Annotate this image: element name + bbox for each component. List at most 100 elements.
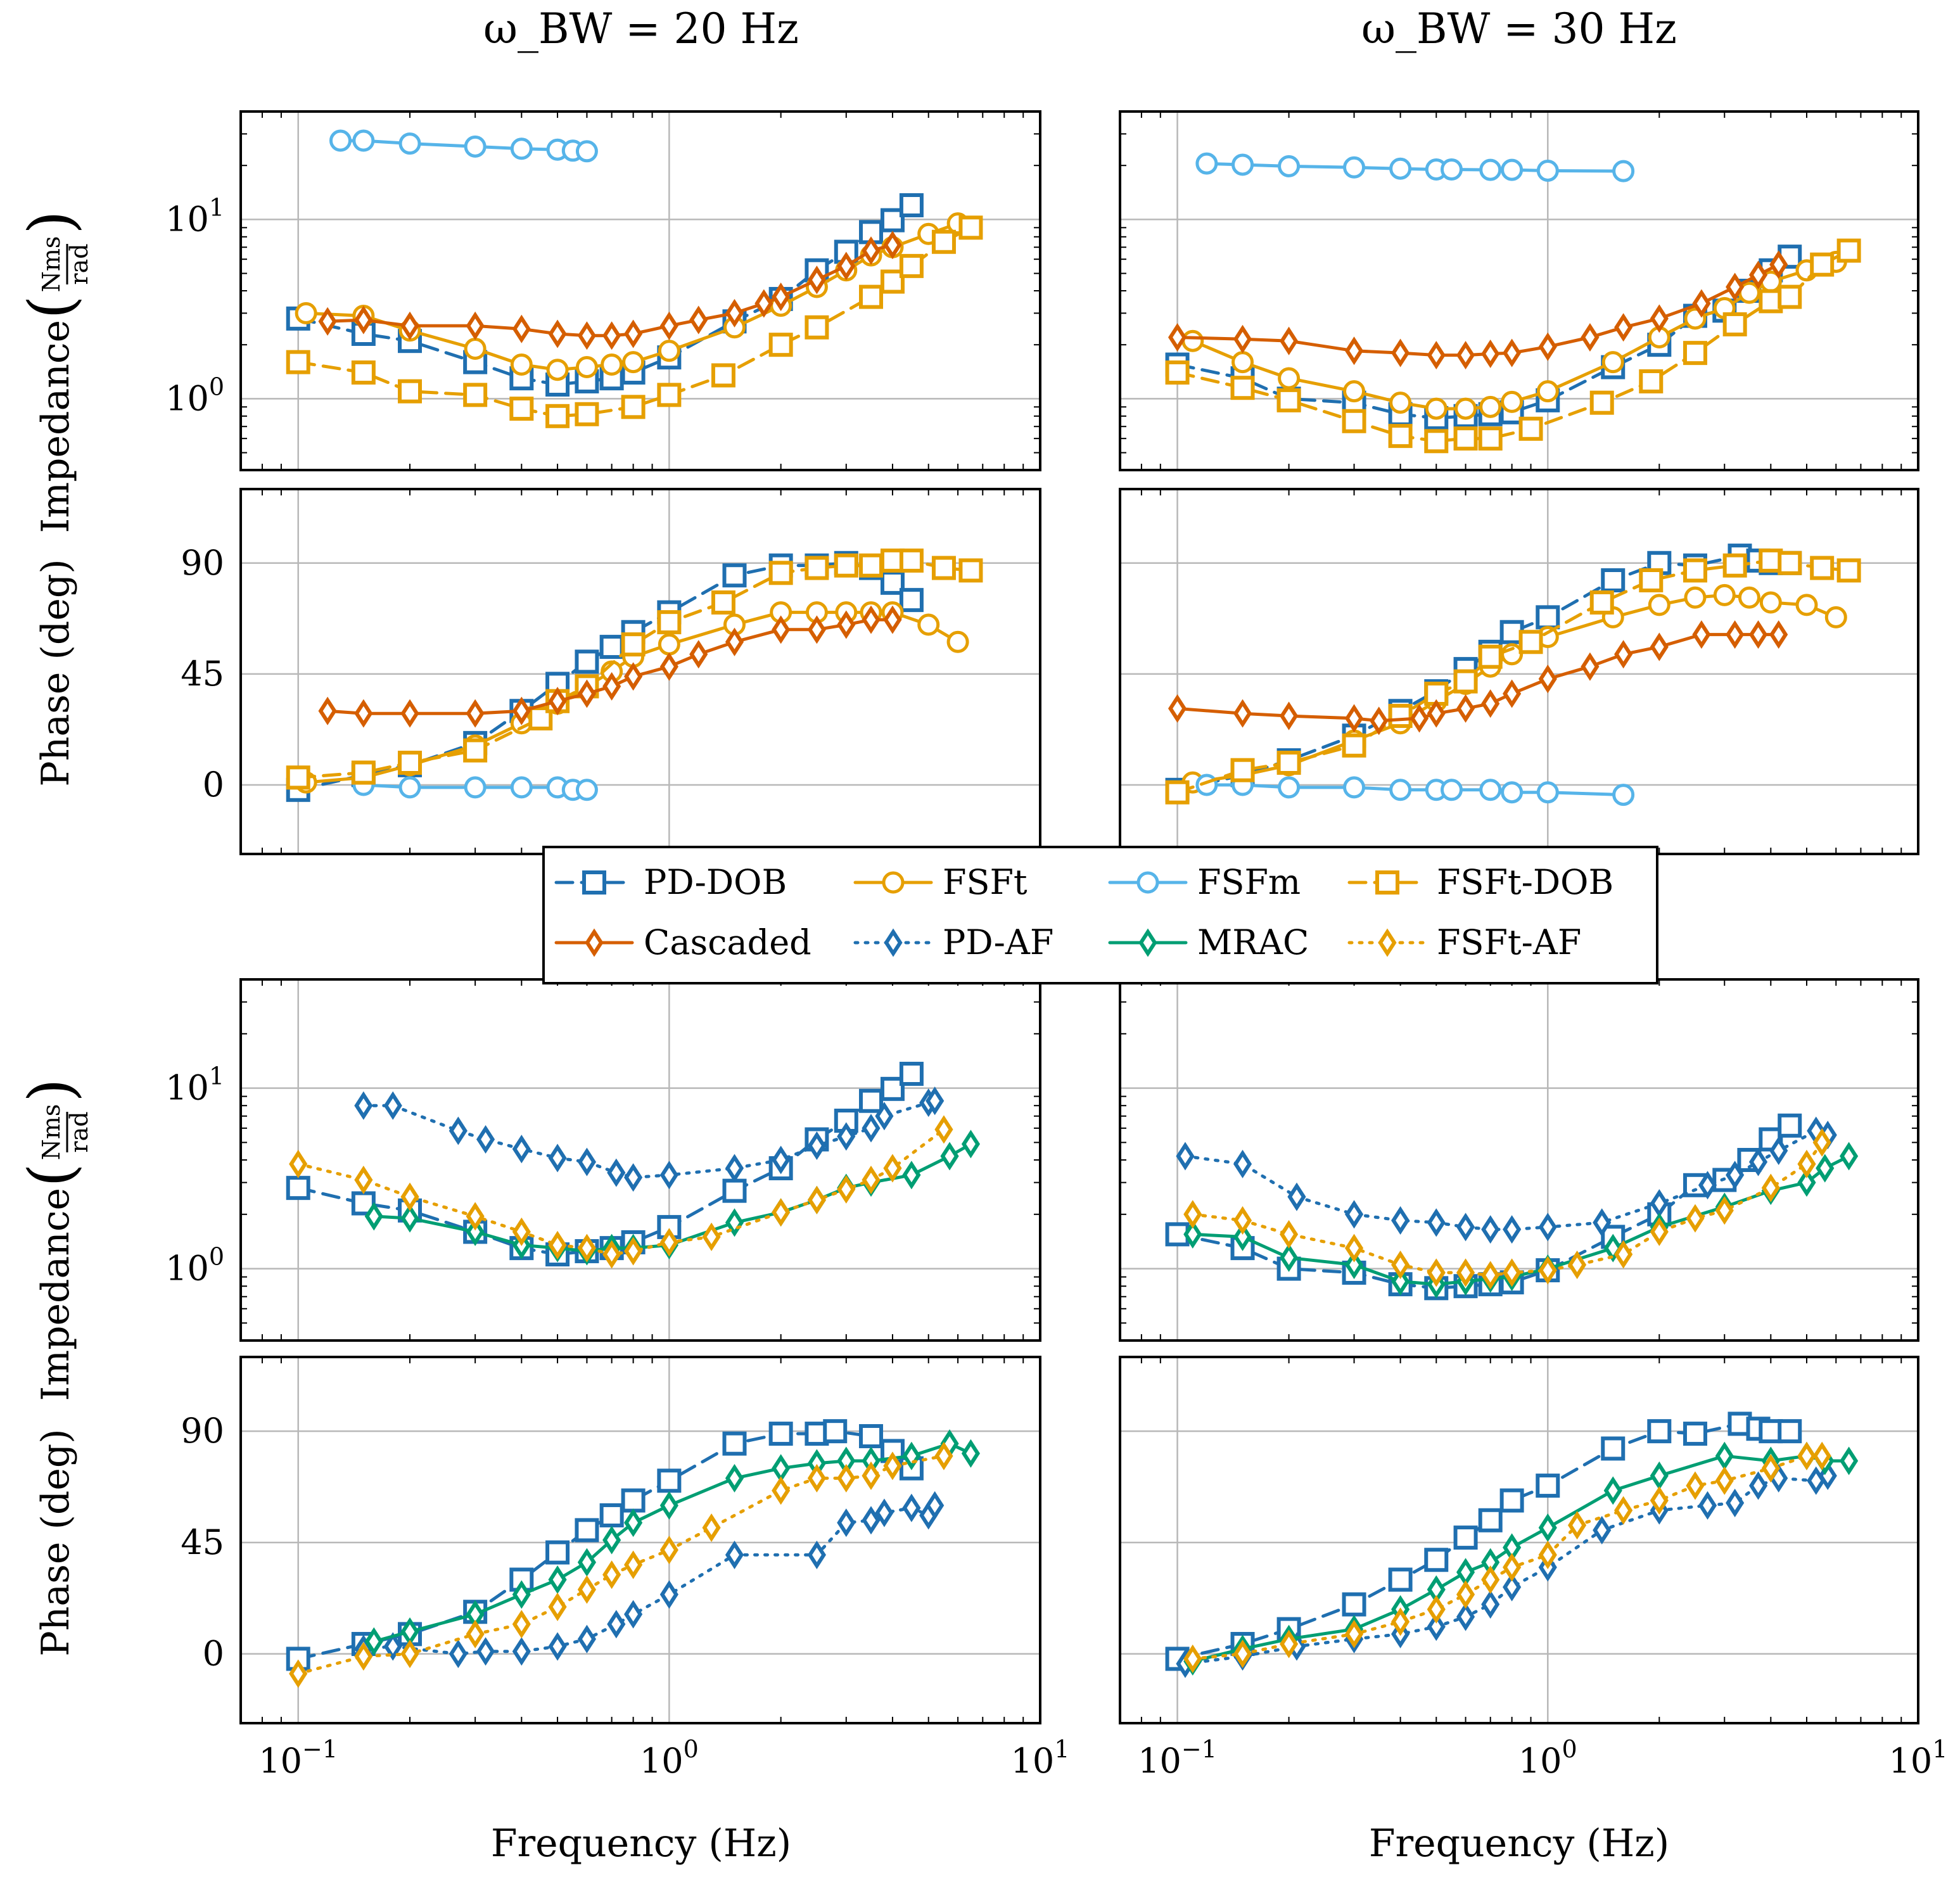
data-point-pd-af <box>807 1540 826 1569</box>
data-point-fsft-dob <box>463 383 488 407</box>
data-point-fsft <box>917 613 940 636</box>
data-point-cascaded <box>659 652 678 681</box>
svg-text:Nms: Nms <box>37 236 65 293</box>
data-point-pd-af <box>1769 1136 1788 1165</box>
y-tick-label: 45 <box>181 1522 224 1562</box>
data-point-fsft-dob <box>1478 644 1503 669</box>
data-point-cascaded <box>1614 640 1633 669</box>
data-point-fsft-dob <box>575 402 599 426</box>
data-point-cascaded <box>862 605 881 634</box>
data-point-fsft-dob <box>1478 426 1503 451</box>
data-point-fsft-af <box>289 1659 308 1688</box>
data-point-fsft-dob <box>621 632 646 657</box>
data-point-fsfm <box>1536 159 1559 182</box>
data-point-fsft-af <box>837 1175 856 1204</box>
y-tick-label: 90 <box>181 543 224 583</box>
data-point-pd-af <box>1287 1182 1306 1211</box>
data-point-pd-af <box>1481 1215 1500 1244</box>
data-point-fsft-af <box>807 1463 826 1493</box>
data-point-mrac <box>961 1439 981 1468</box>
data-point-fsft-dob <box>1778 284 1802 309</box>
data-point-pd-af <box>476 1637 495 1666</box>
x-tick-label: 10−1 <box>258 1735 338 1781</box>
data-point-cascaded <box>1168 322 1187 352</box>
axes-frame <box>1119 110 1919 471</box>
data-point-mrac <box>1715 1441 1734 1470</box>
data-point-fsft-af <box>837 1463 856 1493</box>
series-line-pd-af <box>1183 1474 1830 1666</box>
data-point-fsfm <box>510 137 533 160</box>
data-point-fsft <box>1759 591 1782 614</box>
data-point-pd-af <box>862 1506 881 1535</box>
data-point-cascaded <box>725 298 744 328</box>
xlabel-left: Frequency (Hz) <box>491 1821 791 1866</box>
data-point-fsft-dob <box>1342 409 1366 433</box>
data-point-fsft-af <box>466 1619 485 1648</box>
data-point-pd-af <box>837 1508 856 1538</box>
y-tick-label: 45 <box>181 654 224 694</box>
panel-phase-30hz-top <box>1119 488 1919 855</box>
data-point-fsft-af <box>1481 1261 1500 1290</box>
series-cascaded <box>318 605 902 728</box>
data-point-fsft-dob <box>899 548 924 573</box>
data-point-pd-af <box>476 1125 495 1154</box>
series-line-pd-dob <box>1176 1124 1791 1290</box>
data-point-fsft-dob <box>1836 558 1861 583</box>
data-point-pd-dob <box>722 563 747 588</box>
data-point-pd-dob <box>858 1424 883 1448</box>
data-point-mrac <box>548 1565 567 1595</box>
y-tick-label: 100 <box>165 373 224 418</box>
data-point-fsft-af <box>1797 1149 1816 1178</box>
data-point-fsft-dob <box>711 590 735 615</box>
data-point-pd-af <box>659 1580 678 1609</box>
data-point-fsfm <box>1231 153 1254 176</box>
data-point-fsft-af <box>1280 1220 1299 1249</box>
data-point-cascaded <box>1692 289 1711 318</box>
data-point-cascaded <box>466 699 485 728</box>
data-point-cascaded <box>1280 701 1299 730</box>
data-point-fsft-af <box>1344 1619 1364 1648</box>
data-point-fsfm <box>1479 779 1502 801</box>
data-point-cascaded <box>883 605 902 634</box>
data-point-pd-af <box>577 1624 597 1653</box>
legend-swatch-marker <box>582 870 606 895</box>
data-point-fsft-dob <box>1722 312 1747 336</box>
data-point-fsft-dob <box>351 360 376 385</box>
data-point-cascaded <box>1370 706 1389 736</box>
data-point-cascaded <box>548 687 567 716</box>
y-tick-label: 101 <box>165 1062 224 1108</box>
data-point-fsft-dob <box>1778 551 1802 575</box>
data-point-cascaded <box>862 236 881 265</box>
svg-text:): ) <box>16 1078 87 1102</box>
data-point-fsft-dob <box>398 379 423 404</box>
data-point-cascaded <box>807 265 826 295</box>
data-point-fsft-af <box>1280 1629 1299 1659</box>
data-point-cascaded <box>883 231 902 260</box>
data-point-pd-dob <box>722 1178 747 1203</box>
data-point-fsft-af <box>862 1166 881 1195</box>
legend-label: PD-DOB <box>644 862 787 902</box>
y-tick-label: 101 <box>165 193 224 239</box>
svg-text:(: ( <box>16 295 87 319</box>
series-fsfm <box>1195 774 1635 806</box>
data-point-pd-af <box>1391 1206 1410 1235</box>
data-point-fsft <box>1278 367 1301 390</box>
data-point-fsft-af <box>354 1642 373 1671</box>
data-point-pd-af <box>449 1116 468 1145</box>
series-fsfm <box>352 774 598 801</box>
data-point-fsft-af <box>807 1185 826 1214</box>
data-point-pd-af <box>772 1145 791 1175</box>
data-point-fsft-af <box>934 1115 953 1144</box>
data-point-cascaded <box>1481 339 1500 369</box>
series-pd-dob <box>286 1062 924 1267</box>
data-point-pd-dob <box>880 570 905 595</box>
x-tick-label: 100 <box>640 1735 699 1781</box>
data-point-fsft-dob <box>509 397 534 421</box>
data-point-fsft <box>1181 329 1204 352</box>
data-point-fsfm <box>1343 776 1366 799</box>
data-point-fsft-dob <box>545 404 570 428</box>
panel-impedance-30hz-top <box>1119 110 1919 471</box>
data-point-fsft-dob <box>858 553 883 578</box>
data-point-fsft-af <box>1715 1466 1734 1495</box>
data-point-fsft-dob <box>805 315 829 340</box>
